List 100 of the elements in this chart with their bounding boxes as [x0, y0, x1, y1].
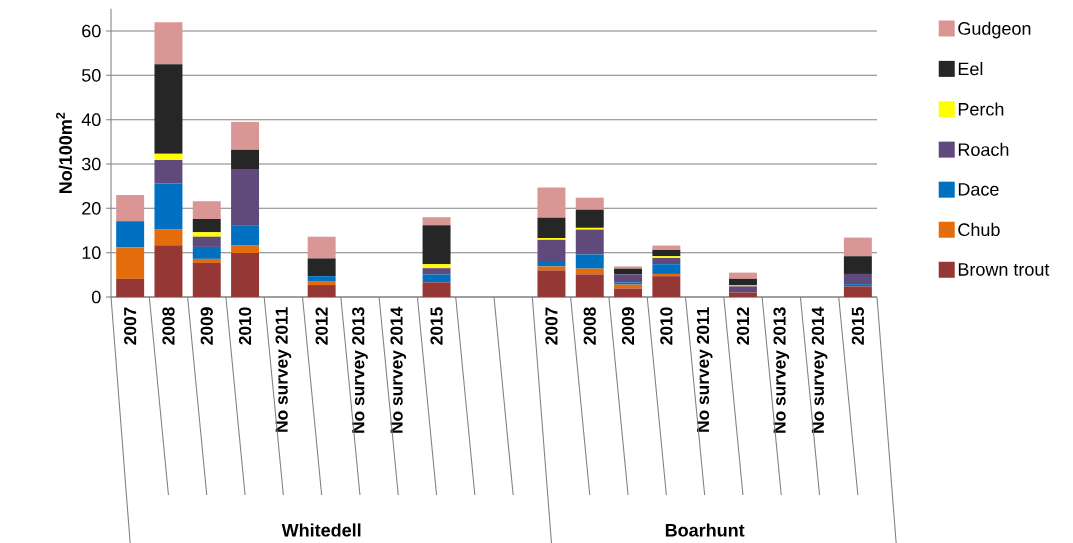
x-tick-label: 2010 — [238, 307, 252, 345]
bar — [537, 261, 566, 267]
bar — [575, 274, 604, 297]
x-tick-label: 2008 — [162, 307, 175, 345]
y-tick-label: 20 — [82, 201, 101, 215]
bar — [843, 286, 872, 297]
y-tick-label: 60 — [82, 24, 101, 38]
bar — [614, 274, 643, 283]
bar — [154, 160, 183, 184]
x-tick-label: No survey 2011 — [696, 307, 713, 432]
x-tick-label: No survey 2011 — [275, 307, 292, 432]
bar — [843, 256, 872, 274]
bar — [154, 22, 183, 65]
bar — [422, 268, 451, 275]
bar — [192, 232, 221, 237]
y-tick-label: 50 — [81, 68, 101, 82]
bar — [231, 245, 260, 254]
bar — [192, 218, 221, 233]
y-tick-label: 30 — [81, 157, 101, 171]
bar — [843, 284, 872, 287]
bar — [537, 266, 566, 271]
bar — [537, 270, 566, 297]
y-tick-label: 0 — [91, 290, 101, 304]
bar — [652, 273, 681, 277]
x-tick-label: 2009 — [621, 307, 635, 345]
bar — [652, 257, 681, 265]
text: Boarhunt — [665, 523, 745, 537]
x-tick-label: 2008 — [583, 307, 596, 345]
bar — [192, 262, 221, 297]
bar — [728, 286, 757, 293]
legend-label: Roach — [958, 142, 1009, 156]
bar — [575, 254, 604, 269]
y-tick-label: 40 — [81, 113, 101, 127]
bar — [843, 273, 872, 285]
bar — [154, 64, 183, 154]
legend-label: Eel — [958, 62, 983, 76]
x-tick-label: 2010 — [660, 307, 673, 345]
bar — [652, 245, 681, 251]
bar — [652, 264, 681, 274]
bar — [192, 246, 221, 259]
bar — [307, 281, 336, 286]
bar — [231, 121, 260, 150]
legend-label: Gudgeon — [958, 21, 1031, 39]
bar — [422, 274, 451, 283]
bar — [307, 285, 336, 297]
bar — [575, 209, 604, 228]
bar — [154, 153, 183, 161]
x-tick-label: No survey 2013 — [773, 307, 790, 433]
bar — [652, 250, 681, 257]
bar — [422, 264, 451, 269]
bar — [231, 149, 260, 170]
bar — [307, 236, 336, 259]
legend-label: Chub — [958, 222, 1000, 237]
bar — [116, 221, 145, 248]
bar — [422, 282, 451, 297]
bar — [537, 239, 566, 262]
bar — [192, 258, 221, 263]
x-tick-label: 2007 — [124, 307, 137, 345]
legend-label: Perch — [958, 102, 1004, 116]
bar — [537, 187, 566, 218]
y-axis-title: No/100m$^{2}$ — [55, 112, 73, 194]
bar — [575, 197, 604, 210]
bar — [116, 247, 145, 279]
bar — [192, 201, 221, 219]
x-tick-label: No survey 2014 — [390, 306, 407, 433]
x-tick-label: 2012 — [315, 307, 328, 345]
bar — [231, 225, 260, 246]
bar — [116, 278, 145, 297]
bar — [614, 266, 643, 269]
bar — [422, 217, 451, 226]
bar — [154, 183, 183, 230]
bar — [728, 292, 757, 297]
bar — [116, 195, 145, 222]
x-tick-label: No survey 2014 — [811, 306, 828, 433]
bar — [192, 236, 221, 247]
y-tick-label: 10 — [82, 246, 101, 260]
bar — [537, 217, 566, 239]
text: Whitedell — [281, 523, 361, 537]
x-tick-label: 2007 — [545, 307, 558, 345]
x-tick-label: 2009 — [200, 307, 213, 345]
x-tick-label: 2015 — [430, 307, 443, 345]
bar — [614, 282, 643, 285]
bar — [154, 245, 183, 297]
bar — [614, 288, 643, 297]
legend-label: Brown trout — [958, 263, 1050, 276]
bar — [307, 276, 336, 282]
bar — [728, 272, 757, 279]
bar — [614, 284, 643, 289]
bar — [652, 276, 681, 297]
x-tick-label: 2012 — [736, 307, 750, 345]
bar — [843, 237, 872, 257]
bar — [422, 225, 451, 265]
bar — [231, 169, 260, 226]
bar — [307, 258, 336, 277]
x-tick-label: No survey 2013 — [352, 307, 368, 433]
bar — [728, 278, 757, 286]
bar — [154, 229, 183, 246]
bar — [231, 253, 260, 297]
x-tick-label: 2015 — [851, 307, 864, 345]
bar — [575, 229, 604, 255]
